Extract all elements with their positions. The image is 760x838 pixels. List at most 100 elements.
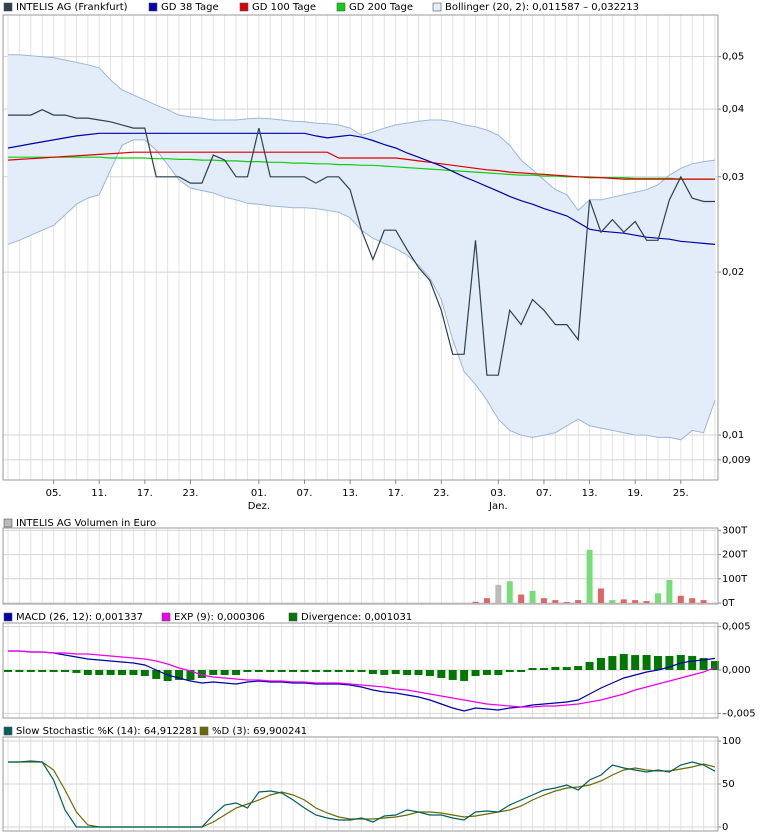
- x-tick-label: 17.: [388, 488, 404, 499]
- bar: [666, 580, 673, 603]
- bar: [653, 656, 662, 670]
- bar: [186, 670, 195, 680]
- y-tick-label: 0,000: [722, 665, 751, 676]
- y-tick-label: 0T: [722, 598, 735, 609]
- legend-label: GD 100 Tage: [252, 2, 316, 13]
- bar: [505, 670, 514, 672]
- x-tick-label: 07.: [297, 488, 313, 499]
- bar: [357, 670, 366, 672]
- bar: [368, 670, 377, 674]
- bar: [711, 661, 719, 670]
- bar: [472, 601, 479, 603]
- x-sublabel: Dez.: [248, 501, 270, 512]
- bar: [700, 600, 707, 603]
- legend-swatch: [3, 518, 13, 528]
- bar: [403, 670, 412, 676]
- bar: [689, 598, 696, 603]
- legend-swatch: [3, 726, 13, 736]
- bar: [61, 670, 70, 672]
- bar: [311, 670, 320, 672]
- bar: [448, 670, 457, 680]
- bar: [277, 670, 286, 672]
- legend-swatch: [161, 612, 171, 622]
- bar: [346, 670, 355, 672]
- y-tick-label: 100: [722, 736, 741, 747]
- bar: [482, 670, 491, 675]
- legend-label: GD 38 Tage: [161, 2, 219, 13]
- bar: [460, 670, 469, 681]
- bar: [300, 670, 309, 672]
- x-tick-label: 19.: [627, 488, 643, 499]
- bar: [551, 666, 560, 670]
- bar: [425, 670, 434, 677]
- bar: [118, 670, 127, 676]
- panel-frame: [2, 527, 719, 605]
- bar: [220, 670, 229, 676]
- bar: [95, 670, 104, 676]
- y-tick-label: 0,01: [722, 430, 744, 441]
- line: [8, 109, 715, 376]
- x-tick-label: 13.: [342, 488, 358, 499]
- bar: [140, 670, 149, 676]
- bar: [83, 670, 92, 675]
- bar: [129, 670, 138, 675]
- bar: [596, 657, 605, 670]
- bar: [539, 668, 548, 670]
- x-tick-label: 23.: [182, 488, 198, 499]
- x-tick-label: 05.: [46, 488, 62, 499]
- bar: [197, 670, 206, 678]
- bar: [72, 670, 81, 673]
- line: [8, 760, 716, 828]
- bar: [506, 581, 513, 603]
- bar: [15, 670, 24, 672]
- bar: [688, 655, 697, 670]
- panel-frame: [2, 14, 719, 481]
- bar: [175, 670, 184, 680]
- bar: [518, 594, 525, 603]
- bar: [106, 670, 115, 675]
- legend-label: INTELIS AG Volumen in Euro: [16, 518, 156, 529]
- bar: [26, 670, 35, 672]
- legend-swatch: [432, 2, 442, 12]
- bar: [677, 595, 684, 603]
- line: [7, 151, 715, 180]
- x-tick-label: 13.: [582, 488, 598, 499]
- bar: [517, 670, 526, 672]
- bar: [574, 666, 583, 670]
- legend-swatch: [148, 2, 158, 12]
- y-tick-label: 300T: [722, 525, 748, 536]
- bar: [665, 655, 674, 670]
- x-tick-label: 17.: [137, 488, 153, 499]
- y-tick-label: 100T: [722, 574, 748, 585]
- bar: [334, 670, 343, 672]
- legend-swatch: [288, 612, 298, 622]
- y-tick-label: 0,009: [722, 455, 751, 466]
- bar: [528, 668, 537, 670]
- bar: [254, 670, 263, 672]
- legend-swatch: [199, 726, 209, 736]
- line: [7, 132, 716, 245]
- bar: [586, 549, 593, 603]
- bar: [380, 670, 389, 675]
- bar: [414, 670, 423, 676]
- y-tick-label: 0: [722, 822, 728, 833]
- x-tick-label: 03.: [490, 488, 506, 499]
- line: [8, 650, 716, 712]
- bar: [563, 602, 570, 603]
- bar: [391, 670, 400, 674]
- bar: [609, 600, 616, 603]
- legend-label: GD 200 Tage: [349, 2, 413, 13]
- legend-label: %D (3): 69,900241: [212, 726, 307, 737]
- bar: [642, 654, 651, 670]
- bar: [323, 670, 332, 672]
- bar: [632, 600, 639, 603]
- x-tick-label: 25.: [673, 488, 689, 499]
- bollinger-fill: [8, 54, 715, 440]
- legend-label: Divergence: 0,001031: [301, 612, 412, 623]
- legend-label: INTELIS AG (Frankfurt): [16, 2, 128, 13]
- bar: [552, 600, 559, 603]
- bar: [620, 599, 627, 603]
- bar: [437, 670, 446, 678]
- bar: [4, 670, 12, 672]
- legend-swatch: [239, 2, 249, 12]
